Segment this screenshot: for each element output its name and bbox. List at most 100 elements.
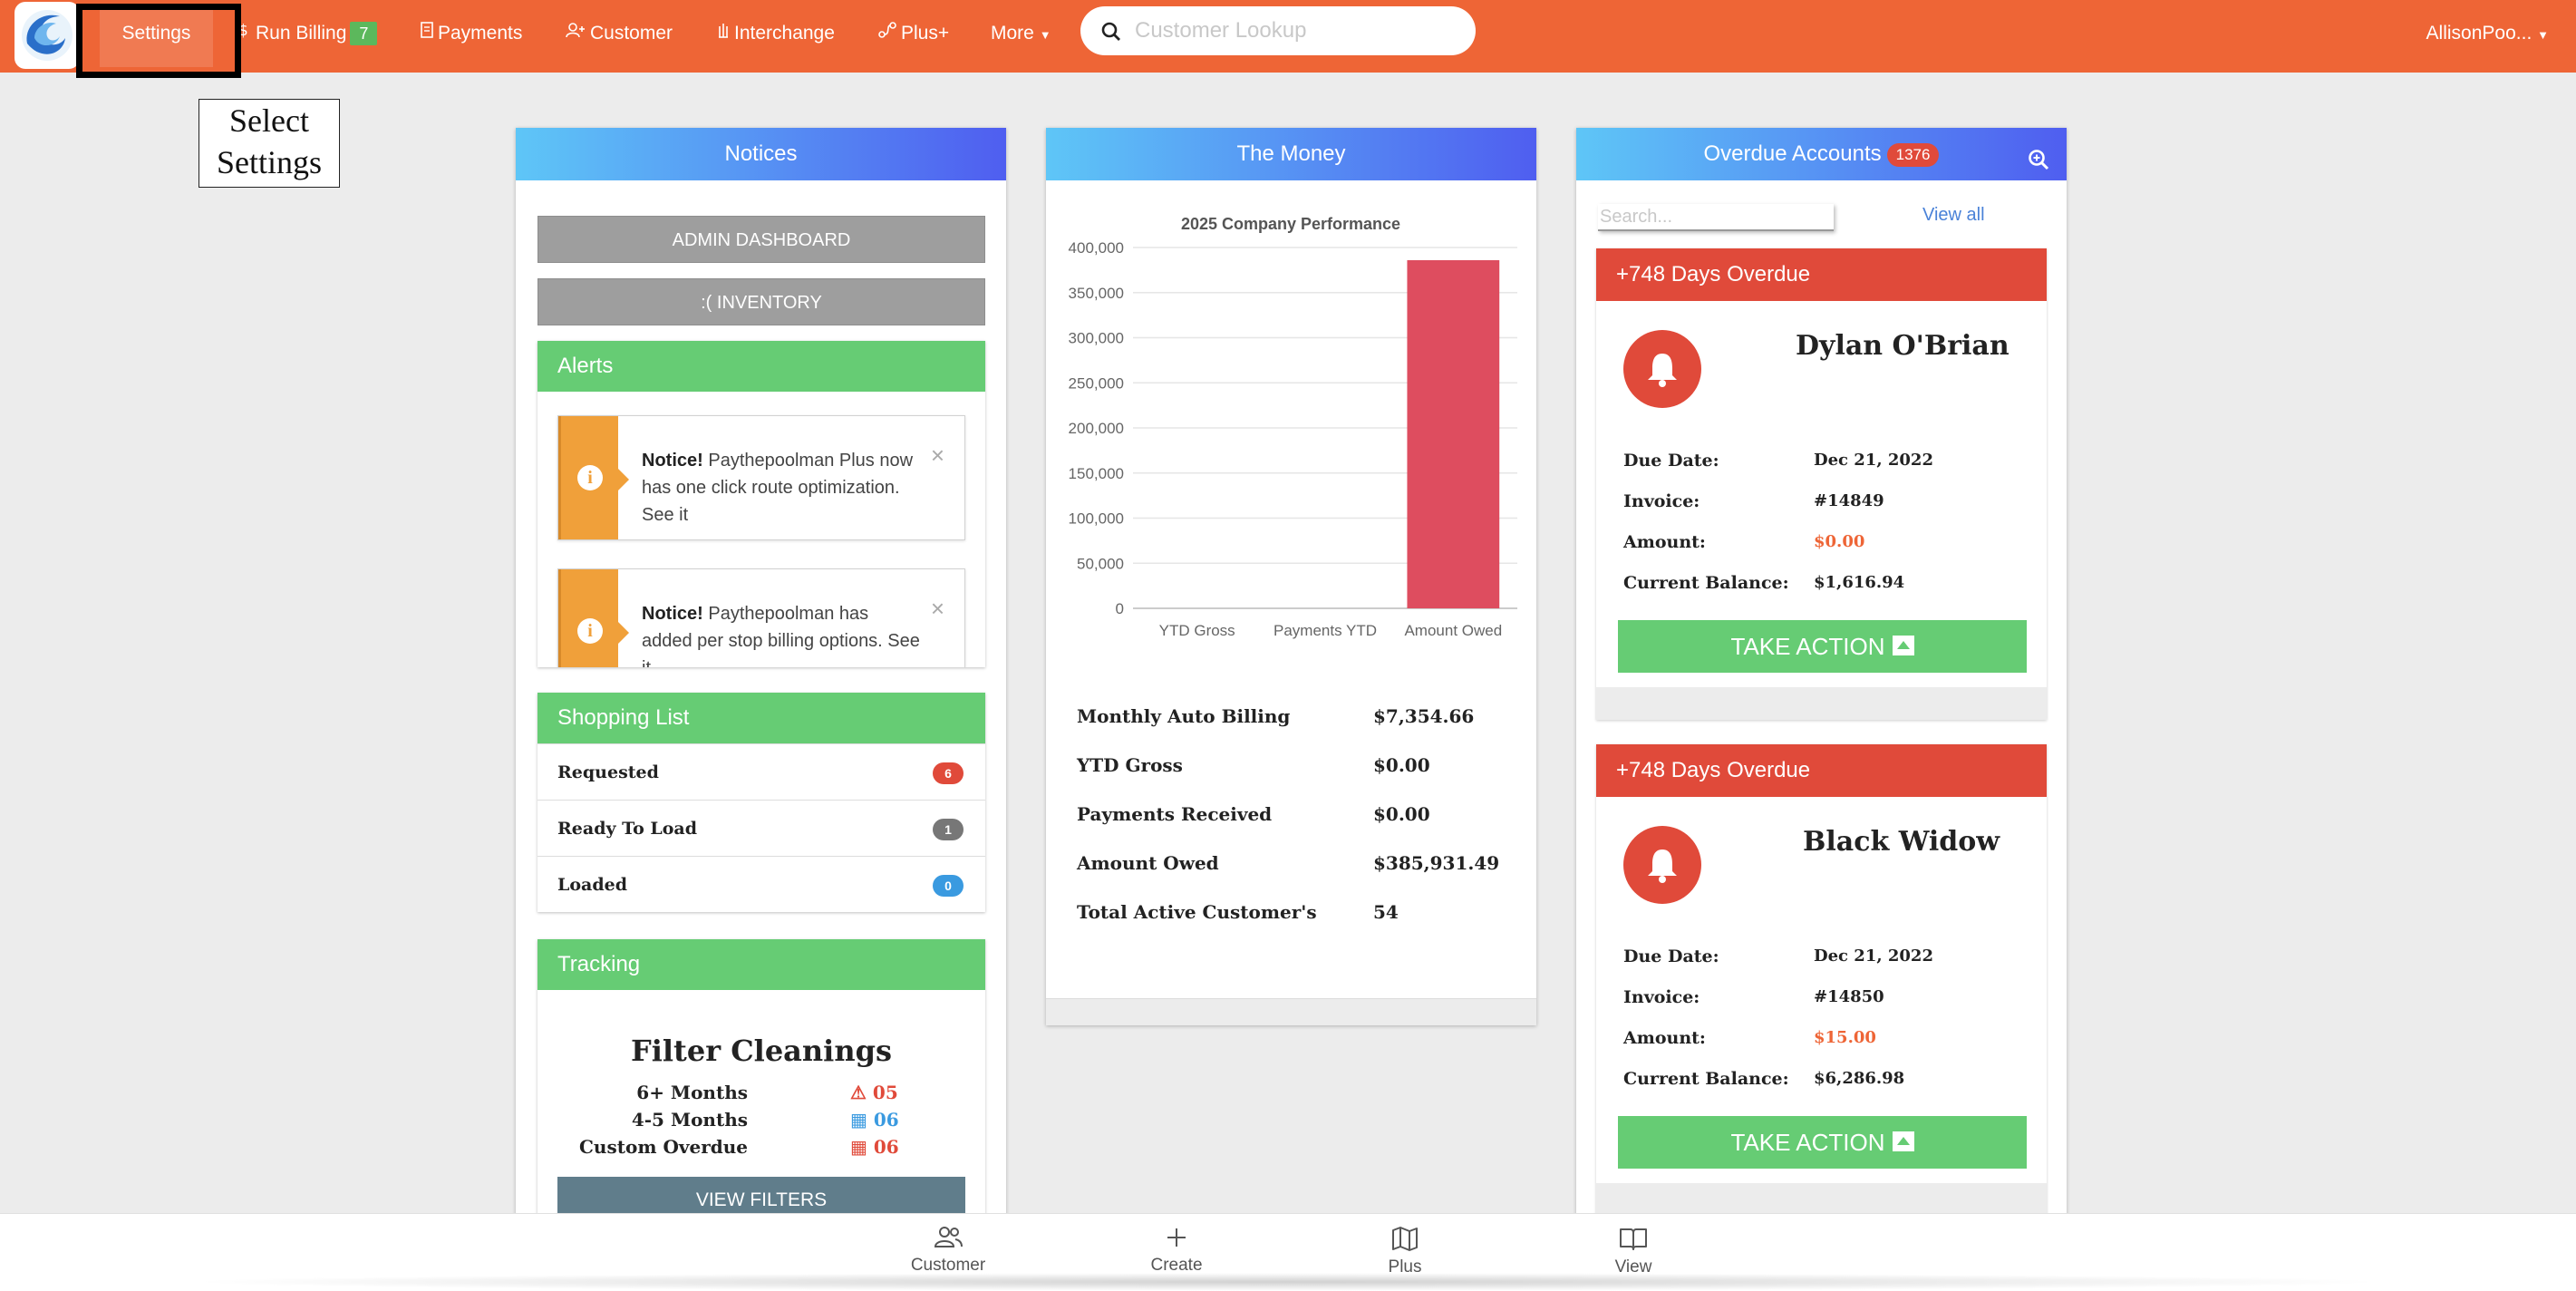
add-user-icon [565,0,586,67]
view-filters-button[interactable]: VIEW FILTERS [557,1177,965,1216]
users-icon [934,1227,963,1247]
bottom-nav-plus[interactable]: Plus [1351,1225,1459,1277]
close-icon[interactable]: × [930,595,944,622]
nav-plus[interactable]: Plus+ [877,0,949,73]
alerts-card: Alerts i Notice! Paythepoolman Plus now … [537,341,985,667]
hand-icon [716,0,731,67]
svg-text:$: $ [238,22,248,39]
due-date-value: Dec 21, 2022 [1814,946,1933,966]
count-badge: 0 [933,875,964,897]
app-logo[interactable] [15,2,80,69]
due-date-row: Due Date: Dec 21, 2022 [1623,940,2040,973]
callout-line-2: Settings [216,144,322,180]
calendar-icon: ▦ [850,1136,867,1158]
alert-strong: Notice! [642,451,703,471]
money-label: Payments Received [1077,803,1273,825]
balance-value: $6,286.98 [1814,1069,1905,1088]
money-value: $7,354.66 [1373,705,1475,727]
invoice-label: Invoice: [1623,491,1700,511]
map-icon [1392,1227,1418,1251]
bottom-nav-label: Create [1150,1256,1203,1275]
chart-x-tick-label: Amount Owed [1404,622,1502,639]
alert-text: Paythepoolman Plus now has one click rou… [642,451,914,525]
bottom-bar-shadow [181,1273,2393,1291]
user-menu[interactable]: AllisonPoo... ▼ [2426,0,2549,67]
count-badge: 1 [933,819,964,840]
balance-row: Current Balance: $1,616.94 [1623,567,2040,599]
chart-y-tick-label: 350,000 [1069,285,1124,302]
money-value: 54 [1373,901,1399,923]
chart-bar[interactable] [1407,259,1500,608]
overdue-search-input[interactable] [1598,204,1834,231]
nav-plus-label: Plus+ [901,23,950,44]
money-row: YTD Gross $0.00 [1077,741,1512,790]
alerts-title: Alerts [537,341,985,392]
bell-icon [1623,330,1701,408]
nav-settings[interactable]: Settings [100,5,213,67]
tracking-card: Tracking Filter Cleanings 6+ Months ⚠ 05… [537,939,985,1216]
shopping-row-requested[interactable]: Requested 6 [537,743,985,800]
chart-y-tick-label: 300,000 [1069,330,1124,347]
bell-icon [1623,826,1701,904]
search-icon [1101,22,1120,41]
dollar-icon: $ [237,0,252,67]
chart-y-tick-label: 250,000 [1069,374,1124,392]
alert-item: i Notice! Paythepoolman Plus now has one… [557,415,965,540]
invoice-value: #14850 [1814,987,1884,1006]
due-date-value: Dec 21, 2022 [1814,451,1933,470]
instruction-callout: Select Settings [199,99,340,188]
nav-customer[interactable]: Customer [565,0,673,73]
chart-x-tick-label: Payments YTD [1273,622,1377,639]
chart-y-tick-label: 50,000 [1077,555,1124,572]
book-open-icon [1620,1228,1647,1250]
caret-up-icon [1892,636,1914,656]
shopping-row-ready-to-load[interactable]: Ready To Load 1 [537,800,985,856]
nav-interchange[interactable]: Interchange [716,0,835,73]
alert-strong: Notice! [642,604,703,624]
take-action-button[interactable]: TAKE ACTION [1618,1116,2027,1169]
amount-label: Amount: [1623,532,1706,552]
due-date-label: Due Date: [1623,451,1719,471]
shopping-list-card: Shopping List Requested 6 Ready To Load 1 … [537,693,985,912]
chart-y-tick-label: 100,000 [1069,510,1124,528]
bottom-nav-view[interactable]: View [1579,1225,1688,1277]
nav-interchange-label: Interchange [734,23,835,44]
shopping-row-loaded[interactable]: Loaded 0 [537,856,985,912]
tracking-row-label: 4-5 Months [631,1109,748,1131]
shopping-row-label: Requested [557,762,659,782]
nav-run-billing[interactable]: $ Run Billing 7 [237,0,378,73]
settings-highlight-box [76,4,241,78]
admin-dashboard-button[interactable]: ADMIN DASHBOARD [537,216,985,263]
overdue-count-badge: 1376 [1886,142,1940,167]
zoom-icon[interactable] [2027,139,2050,191]
money-row: Monthly Auto Billing $7,354.66 [1077,692,1512,741]
receipt-icon [420,0,434,67]
money-label: Monthly Auto Billing [1077,705,1291,727]
bottom-nav-customer[interactable]: Customer [894,1225,1002,1276]
shopping-row-label: Ready To Load [557,819,698,839]
tracking-row-value: 06 [873,1136,899,1158]
chart-x-tick-label: YTD Gross [1159,622,1235,639]
view-all-link[interactable]: View all [1922,205,1985,225]
nav-payments-label: Payments [438,23,523,44]
money-value: $385,931.49 [1373,852,1500,874]
customer-lookup-input[interactable] [1135,15,1452,46]
wave-logo-icon [22,10,73,61]
bottom-nav-create[interactable]: Create [1122,1225,1231,1276]
caret-down-icon: ▼ [1039,28,1051,42]
tracking-row: 4-5 Months ▦ 06 [537,1106,985,1133]
overdue-card-header: +748 Days Overdue [1596,744,2047,797]
tracking-row-label: 6+ Months [636,1082,748,1103]
chart-y-tick-label: 150,000 [1069,465,1124,482]
close-icon[interactable]: × [930,442,944,469]
customer-name[interactable]: Dylan O'Brian [1796,330,2009,362]
inventory-button[interactable]: :( INVENTORY [537,278,985,325]
take-action-button[interactable]: TAKE ACTION [1618,620,2027,673]
money-label: Total Active Customer's [1077,901,1317,923]
nav-payments[interactable]: Payments [420,0,522,73]
amount-value: $0.00 [1814,532,1865,551]
nav-more[interactable]: More ▼ [991,0,1051,73]
overdue-header: Overdue Accounts 1376 [1576,128,2067,180]
customer-name[interactable]: Black Widow [1803,826,2000,858]
overdue-title: Overdue Accounts [1703,141,1882,166]
